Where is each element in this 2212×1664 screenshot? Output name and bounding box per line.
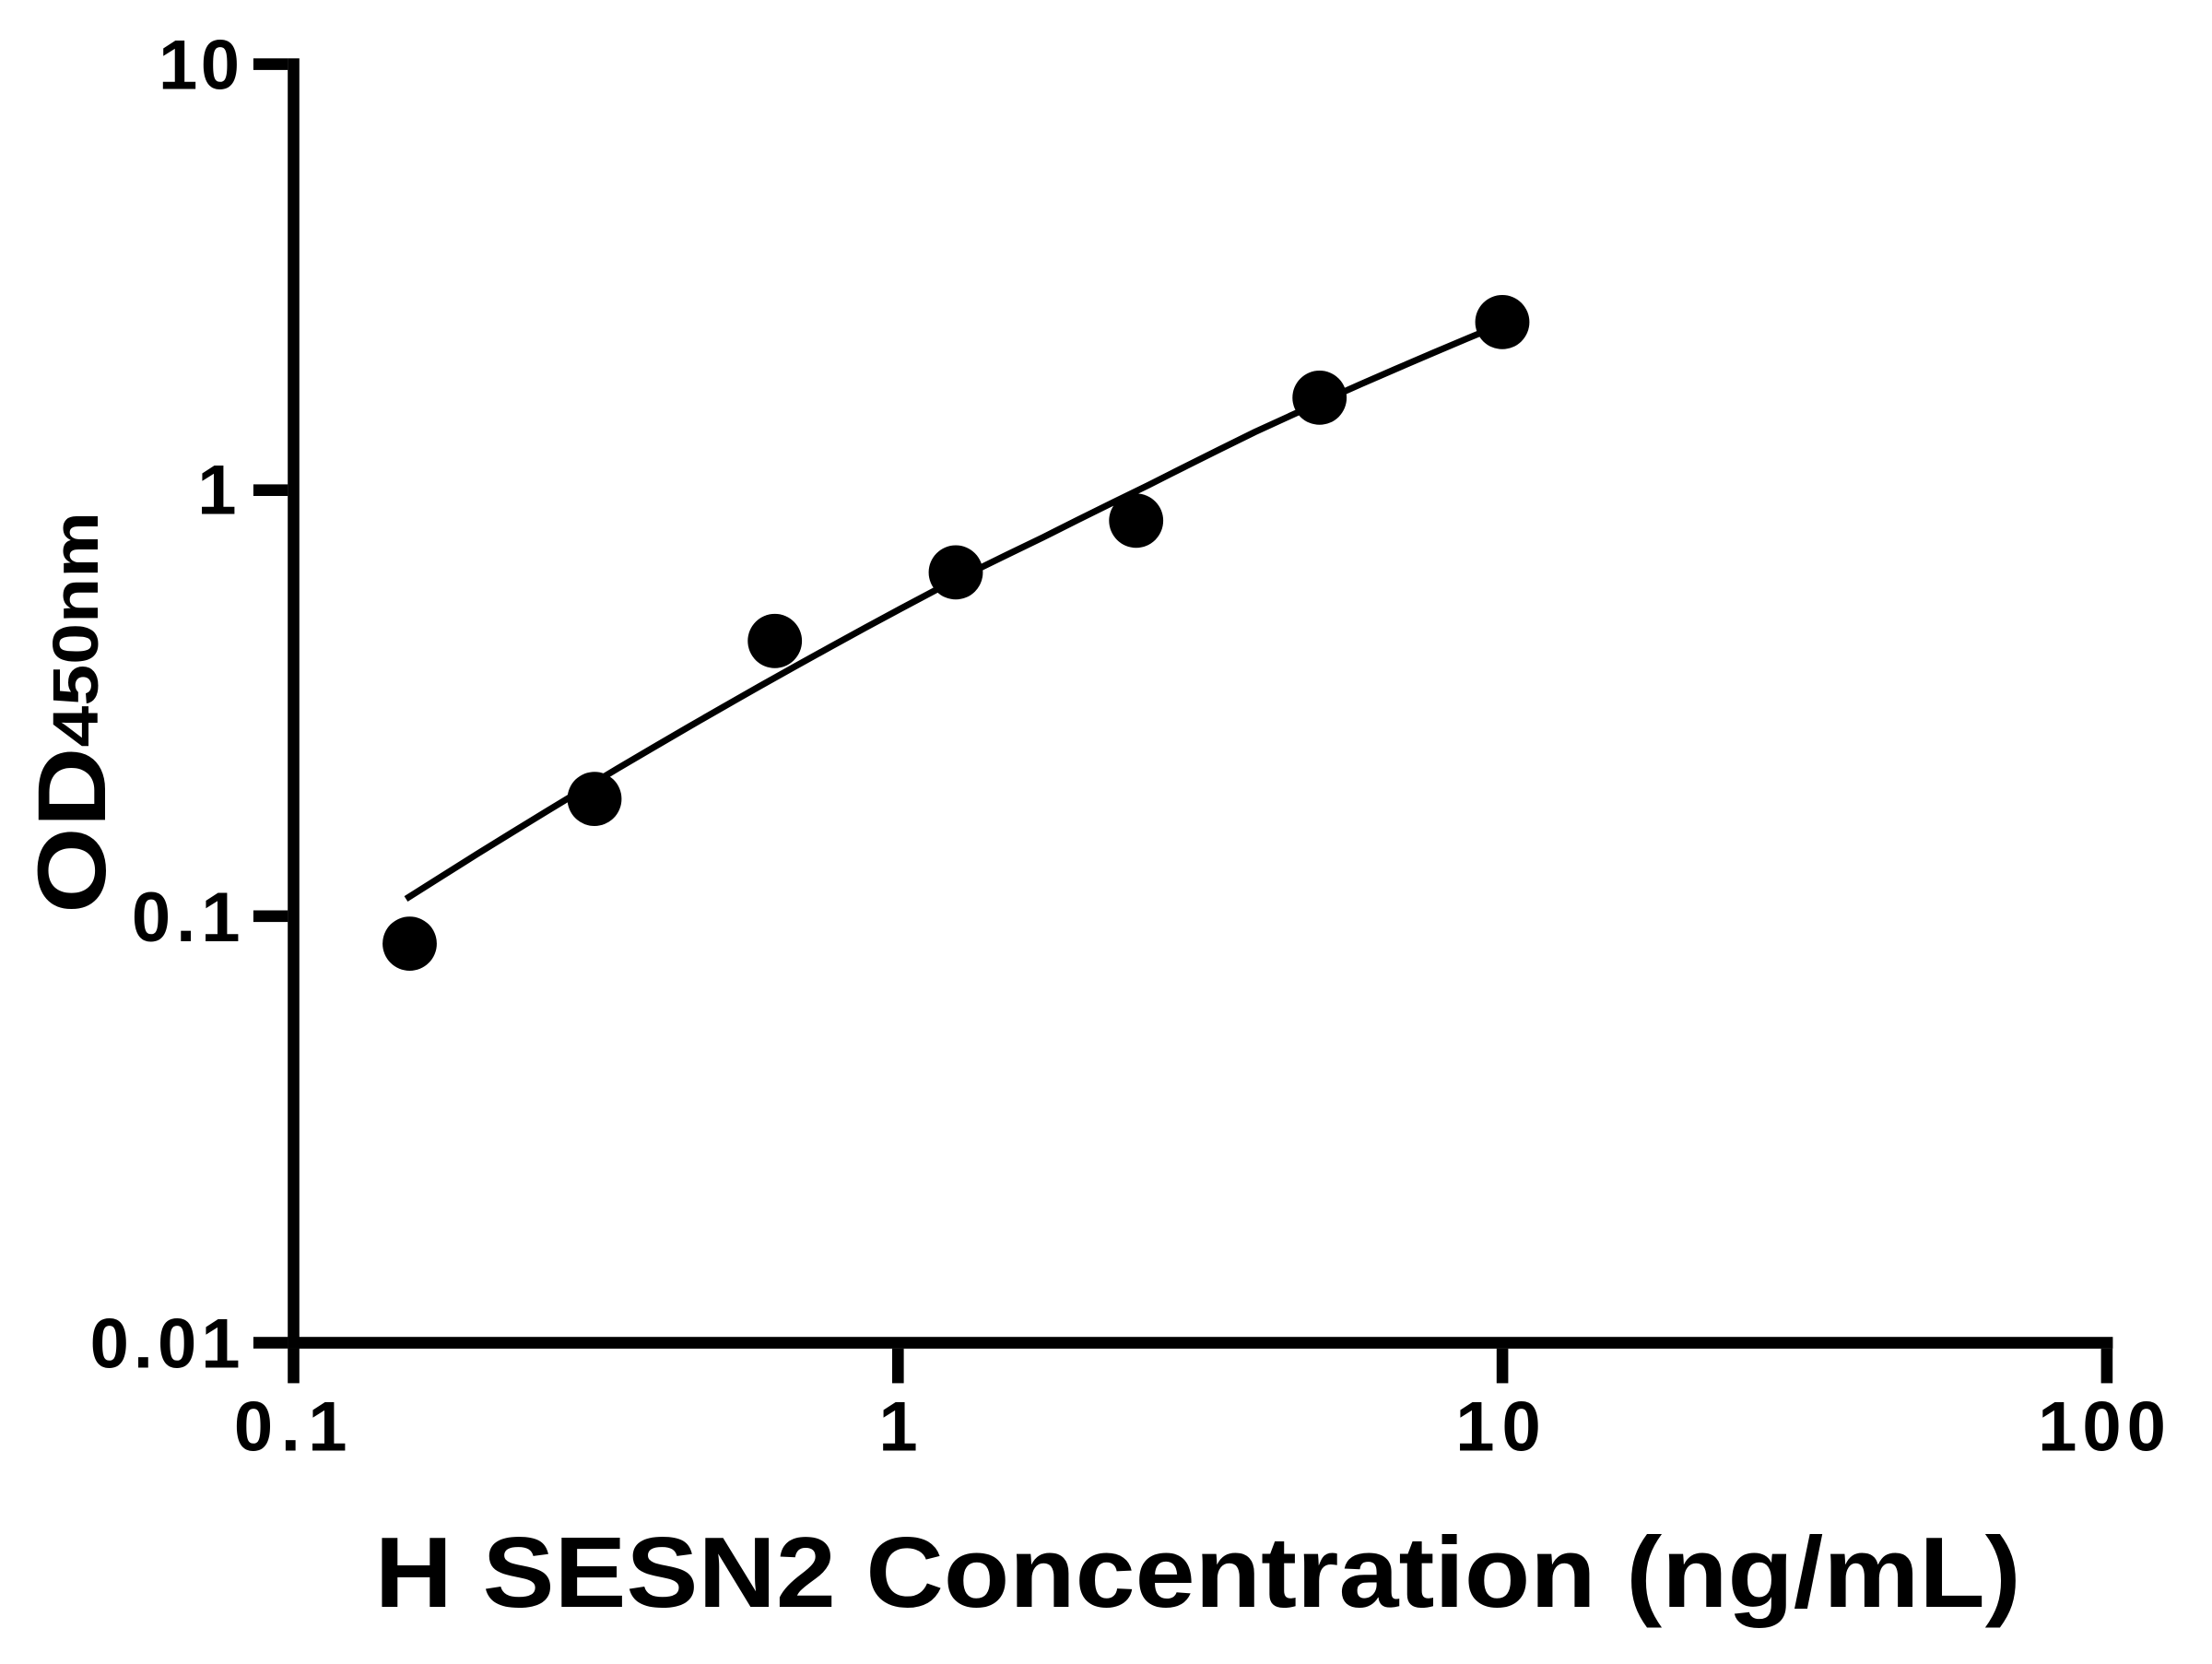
svg-text:10: 10 bbox=[159, 27, 243, 105]
svg-text:H SESN2 Concentration (ng/mL): H SESN2 Concentration (ng/mL) bbox=[375, 1516, 2021, 1629]
svg-text:100: 100 bbox=[2038, 1388, 2171, 1467]
svg-text:0.1: 0.1 bbox=[132, 879, 246, 957]
svg-text:1: 1 bbox=[197, 452, 236, 530]
svg-text:10: 10 bbox=[1455, 1388, 1548, 1467]
svg-text:0.01: 0.01 bbox=[90, 1304, 245, 1383]
svg-text:0.1: 0.1 bbox=[234, 1388, 355, 1467]
svg-text:1: 1 bbox=[878, 1388, 917, 1467]
